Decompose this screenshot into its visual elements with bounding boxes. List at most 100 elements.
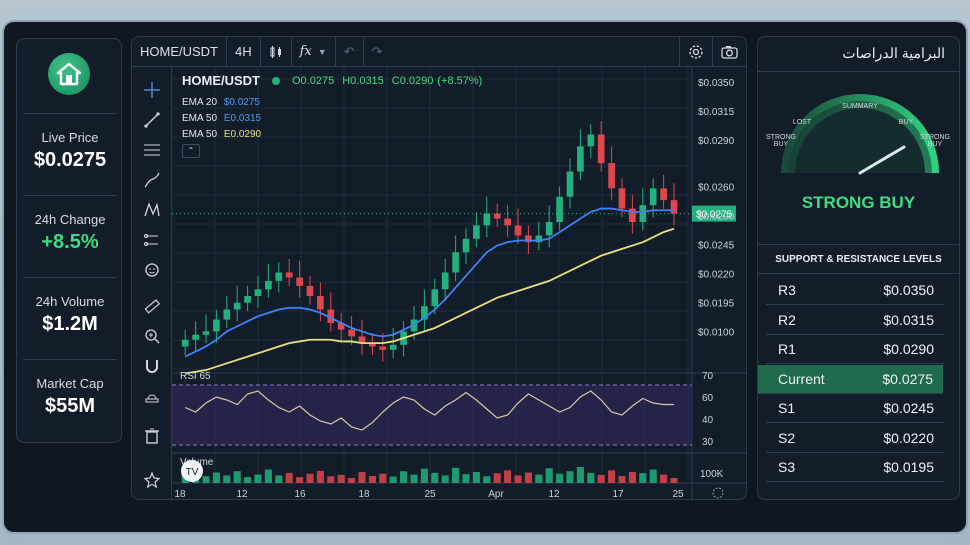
volume-bar <box>441 475 449 483</box>
gauge-label-buy: BUY <box>898 119 914 126</box>
volume-bar <box>566 471 574 483</box>
legend-ema-row: EMA 50 E0.0290 <box>182 129 482 140</box>
price-chart[interactable]: $0.0275 $0.0350 $0.0315 $0.0290 $0.0260 $0.02… <box>172 67 746 501</box>
time-axis-label: 25 <box>672 489 684 500</box>
star-favorites-icon[interactable] <box>140 469 164 491</box>
indicators-button[interactable]: fx ▼ <box>292 36 336 67</box>
lock-drawings-icon[interactable] <box>140 385 164 407</box>
level-value: $0.0350 <box>883 282 934 298</box>
candle-body <box>545 222 553 236</box>
stat-market-cap: Market Cap $55M <box>23 359 117 418</box>
volume-bar <box>389 476 397 483</box>
candle-body <box>483 213 491 226</box>
candle-body <box>618 188 626 209</box>
redo-icon[interactable]: ↷ <box>371 43 383 59</box>
candle-body <box>244 296 251 303</box>
pattern-icon[interactable] <box>140 199 164 221</box>
level-name: S1 <box>778 400 796 416</box>
settings-gear-icon[interactable] <box>679 37 712 67</box>
symbol-selector[interactable]: HOME/USDT <box>132 36 227 67</box>
volume-bar <box>618 475 626 483</box>
stat-label: Live Price <box>41 130 99 145</box>
analysis-panel: البرامية الدراصات STRONG BUY LOST SUMMAR… <box>757 36 960 500</box>
camera-icon[interactable] <box>712 37 746 67</box>
candle-type-icon[interactable] <box>261 36 292 67</box>
candle-body <box>181 339 189 347</box>
gauge-label-neutral: SUMMARY <box>842 103 878 110</box>
candle-body <box>587 134 595 147</box>
candle-body <box>670 200 678 214</box>
candle-body <box>441 272 449 290</box>
volume-bar <box>244 477 252 483</box>
volume-bar <box>462 474 470 483</box>
candle-body <box>462 238 470 253</box>
price-axis-label: $0.0245 <box>698 240 735 251</box>
level-row-current: Current $0.0275 <box>758 364 943 394</box>
volume-bar <box>348 477 356 483</box>
stats-panel: Live Price $0.0275 24h Change +8.5% 24h … <box>16 38 122 443</box>
rsi-tick: 30 <box>702 437 714 448</box>
candle-body <box>525 235 532 243</box>
candle-body <box>389 344 397 350</box>
magnet-icon[interactable] <box>140 355 164 377</box>
rsi-tick: 40 <box>702 415 714 426</box>
volume-tick: 100K <box>700 469 724 480</box>
time-axis-label: 17 <box>612 489 624 500</box>
volume-bar <box>410 474 418 483</box>
level-value: $0.0275 <box>882 370 933 387</box>
chevron-down-icon: ▼ <box>317 46 327 57</box>
volume-bar <box>285 472 293 483</box>
ema50-line <box>185 227 675 375</box>
fib-lines-icon[interactable] <box>140 139 164 161</box>
interval-selector[interactable]: 4H <box>227 36 261 67</box>
volume-bar <box>233 471 241 483</box>
level-row-r3: R3 $0.0350 <box>766 276 944 305</box>
crosshair-icon[interactable] <box>140 79 164 101</box>
trash-icon[interactable] <box>140 425 164 447</box>
drawing-toolbar <box>132 67 172 501</box>
candle-body <box>608 163 615 189</box>
volume-bar <box>524 472 532 483</box>
level-value: $0.0290 <box>883 341 934 357</box>
undo-icon[interactable]: ↶ <box>336 36 364 67</box>
candle-body <box>473 225 480 239</box>
level-value: $0.0220 <box>883 429 934 446</box>
axis-settings-icon[interactable] <box>712 487 724 499</box>
volume-bar <box>483 476 491 483</box>
candle-body <box>306 285 314 297</box>
indicators-label: fx <box>299 44 312 59</box>
brush-icon[interactable] <box>140 169 164 191</box>
candle-body <box>254 289 262 297</box>
volume-bar <box>202 476 210 483</box>
ema-value: E0.0315 <box>223 113 262 124</box>
rsi-tick: 70 <box>702 371 714 382</box>
legend-high: H0.0315 <box>342 74 384 87</box>
emoji-icon[interactable] <box>140 259 164 281</box>
stat-value: $0.0275 <box>33 149 107 171</box>
rsi-band <box>172 385 692 445</box>
legend-close: C0.0290 <box>391 74 434 87</box>
zoom-in-icon[interactable] <box>140 325 164 347</box>
candle-body <box>213 319 220 332</box>
time-axis-label: 25 <box>424 489 436 500</box>
ema-label: EMA 50 <box>182 113 218 124</box>
time-axis-label: Apr <box>488 489 504 500</box>
measure-icon[interactable] <box>140 229 164 251</box>
candle-body <box>514 225 522 236</box>
ruler-icon[interactable] <box>140 295 164 317</box>
home-logo-icon <box>48 53 90 95</box>
chart-legend: HOME/USDT O0.0275 H0.0315 C0.0290 (+8.57… <box>182 73 482 158</box>
trend-line-icon[interactable] <box>140 109 164 131</box>
volume-bar <box>608 470 616 483</box>
candle-body <box>296 277 303 286</box>
candle-body <box>265 280 272 290</box>
ema-label: EMA 50 <box>182 129 218 140</box>
price-axis-label: $0.0100 <box>698 327 735 338</box>
level-name: S3 <box>778 459 796 475</box>
stat-value: $55M <box>44 395 96 417</box>
candle-body <box>275 272 283 281</box>
volume-bar <box>420 468 428 483</box>
stat-24h-change: 24h Change +8.5% <box>23 195 117 254</box>
collapse-legend-button[interactable]: ⌃ <box>182 144 200 158</box>
price-axis-label: $0.0315 <box>698 107 735 118</box>
